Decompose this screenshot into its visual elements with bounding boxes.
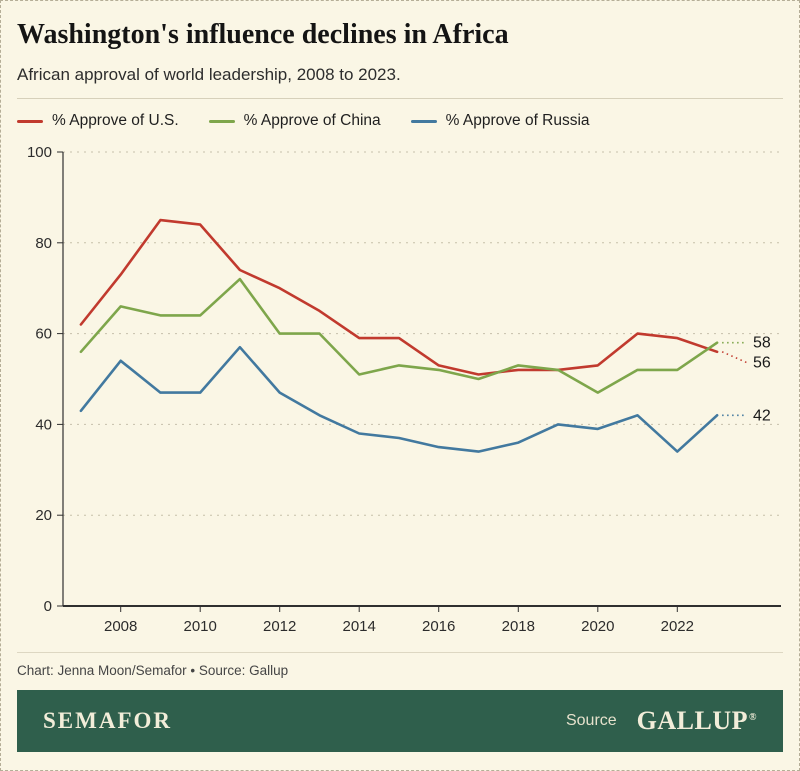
svg-text:2014: 2014 <box>343 618 376 635</box>
svg-text:2022: 2022 <box>661 618 694 635</box>
svg-text:40: 40 <box>35 417 52 434</box>
footer-source: Source GALLUP® <box>566 706 757 736</box>
svg-text:60: 60 <box>35 326 52 343</box>
footer-bar: SEMAFOR Source GALLUP® <box>17 690 783 753</box>
svg-text:42: 42 <box>753 407 771 424</box>
svg-text:80: 80 <box>35 235 52 252</box>
svg-text:0: 0 <box>44 598 52 615</box>
china-line-swatch-icon <box>208 119 235 123</box>
svg-text:2016: 2016 <box>422 618 455 635</box>
page-subtitle: African approval of world leadership, 20… <box>17 65 401 85</box>
svg-text:2012: 2012 <box>263 618 296 635</box>
line-chart: 0 20 40 60 80 100 2008 2010 2012 2014 2016 2018 2020… <box>27 144 781 635</box>
header-divider <box>17 98 783 100</box>
legend-label-china: % Approve of China <box>243 112 381 130</box>
semafor-logo: SEMAFOR <box>43 708 172 734</box>
svg-text:2010: 2010 <box>184 618 217 635</box>
gallup-logo: GALLUP® <box>637 706 757 736</box>
svg-text:2020: 2020 <box>581 618 614 635</box>
svg-text:56: 56 <box>753 355 771 372</box>
svg-text:100: 100 <box>27 144 52 161</box>
svg-text:20: 20 <box>35 507 52 524</box>
gallup-wordmark: GALLUP <box>636 706 749 736</box>
page-title: Washington's influence declines in Afric… <box>17 19 509 50</box>
legend-item-us: % Approve of U.S. <box>17 112 179 130</box>
svg-text:2008: 2008 <box>104 618 137 635</box>
svg-text:2018: 2018 <box>502 618 535 635</box>
us-line-swatch-icon <box>17 119 43 123</box>
registered-mark-icon: ® <box>749 711 757 723</box>
legend: % Approve of U.S. % Approve of China % A… <box>17 110 783 132</box>
legend-item-china: % Approve of China <box>208 112 381 130</box>
svg-text:58: 58 <box>753 335 771 352</box>
chart-caption: Chart: Jenna Moon/Semafor • Source: Gall… <box>17 652 783 678</box>
legend-label-russia: % Approve of Russia <box>445 112 590 130</box>
legend-item-russia: % Approve of Russia <box>410 112 590 130</box>
legend-label-us: % Approve of U.S. <box>52 112 179 130</box>
source-label: Source <box>565 712 617 730</box>
russia-line-swatch-icon <box>410 119 437 123</box>
